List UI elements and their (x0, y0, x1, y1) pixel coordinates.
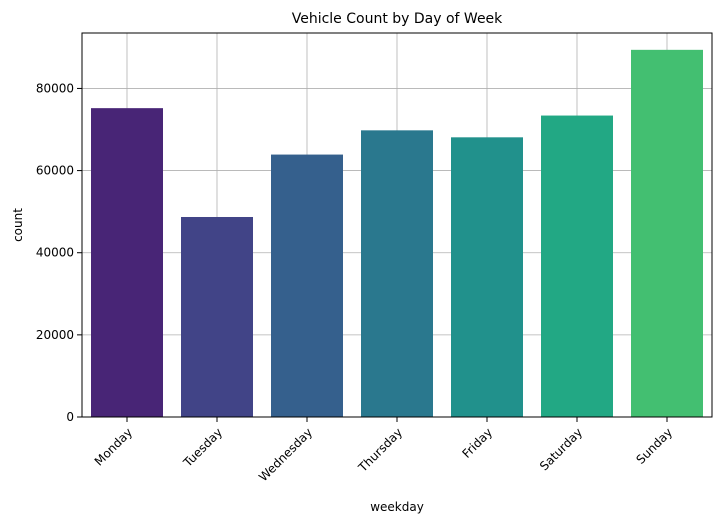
x-tick-label: Tuesday (180, 425, 225, 470)
bar-wednesday (271, 154, 343, 417)
y-tick-label: 60000 (36, 164, 74, 178)
x-tick-label: Sunday (633, 425, 675, 467)
bar-tuesday (181, 216, 253, 417)
bar-friday (451, 137, 523, 417)
y-tick-label: 0 (66, 410, 74, 424)
x-tick-label: Thursday (355, 425, 405, 475)
x-tick-label: Friday (460, 425, 496, 461)
y-axis-label: count (11, 208, 25, 242)
bar-thursday (361, 130, 433, 417)
chart-title: Vehicle Count by Day of Week (292, 11, 503, 27)
x-tick-label: Monday (92, 425, 135, 468)
bars-layer (91, 49, 703, 417)
x-axis: Monday Tuesday Wednesday Thursday Friday Satu… (92, 417, 675, 484)
bar-monday (91, 108, 163, 417)
bar-sunday (631, 49, 703, 417)
x-tick-label: Wednesday (256, 425, 315, 484)
y-tick-label: 80000 (36, 81, 74, 95)
y-axis: 0 20000 40000 60000 80000 (36, 81, 82, 424)
y-tick-label: 40000 (36, 246, 74, 260)
bar-saturday (541, 115, 613, 417)
x-tick-label: Saturday (537, 425, 585, 473)
x-axis-label: weekday (370, 500, 424, 514)
y-tick-label: 20000 (36, 328, 74, 342)
